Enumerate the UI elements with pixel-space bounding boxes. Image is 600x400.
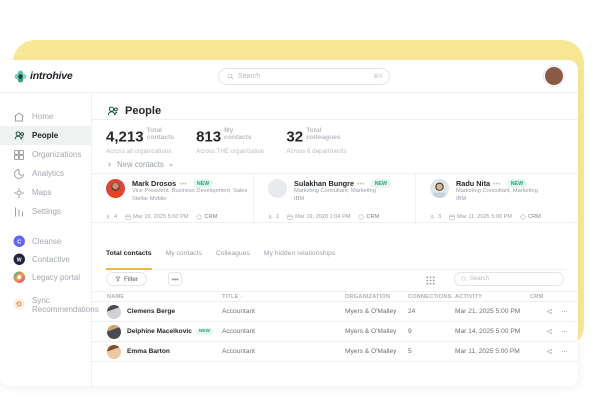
svg-text:W: W: [17, 258, 22, 264]
svg-text:C: C: [17, 240, 21, 246]
